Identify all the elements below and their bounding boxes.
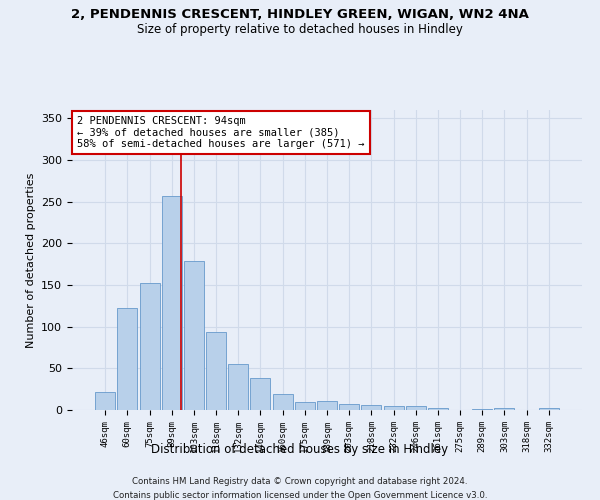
Y-axis label: Number of detached properties: Number of detached properties xyxy=(26,172,35,348)
Bar xyxy=(140,284,160,410)
Bar xyxy=(339,404,359,410)
Bar xyxy=(250,378,271,410)
Bar xyxy=(162,196,182,410)
Bar xyxy=(494,408,514,410)
Bar xyxy=(295,402,315,410)
Bar xyxy=(383,406,404,410)
Bar xyxy=(228,364,248,410)
Text: 2, PENDENNIS CRESCENT, HINDLEY GREEN, WIGAN, WN2 4NA: 2, PENDENNIS CRESCENT, HINDLEY GREEN, WI… xyxy=(71,8,529,20)
Text: Distribution of detached houses by size in Hindley: Distribution of detached houses by size … xyxy=(151,442,449,456)
Bar xyxy=(95,392,115,410)
Text: Contains HM Land Registry data © Crown copyright and database right 2024.: Contains HM Land Registry data © Crown c… xyxy=(132,478,468,486)
Bar xyxy=(206,332,226,410)
Text: Contains public sector information licensed under the Open Government Licence v3: Contains public sector information licen… xyxy=(113,491,487,500)
Bar xyxy=(184,261,204,410)
Bar xyxy=(118,308,137,410)
Text: Size of property relative to detached houses in Hindley: Size of property relative to detached ho… xyxy=(137,22,463,36)
Bar xyxy=(428,408,448,410)
Bar xyxy=(272,394,293,410)
Bar xyxy=(472,409,492,410)
Bar xyxy=(361,405,382,410)
Bar xyxy=(406,406,426,410)
Bar xyxy=(539,408,559,410)
Bar xyxy=(317,401,337,410)
Text: 2 PENDENNIS CRESCENT: 94sqm
← 39% of detached houses are smaller (385)
58% of se: 2 PENDENNIS CRESCENT: 94sqm ← 39% of det… xyxy=(77,116,365,149)
